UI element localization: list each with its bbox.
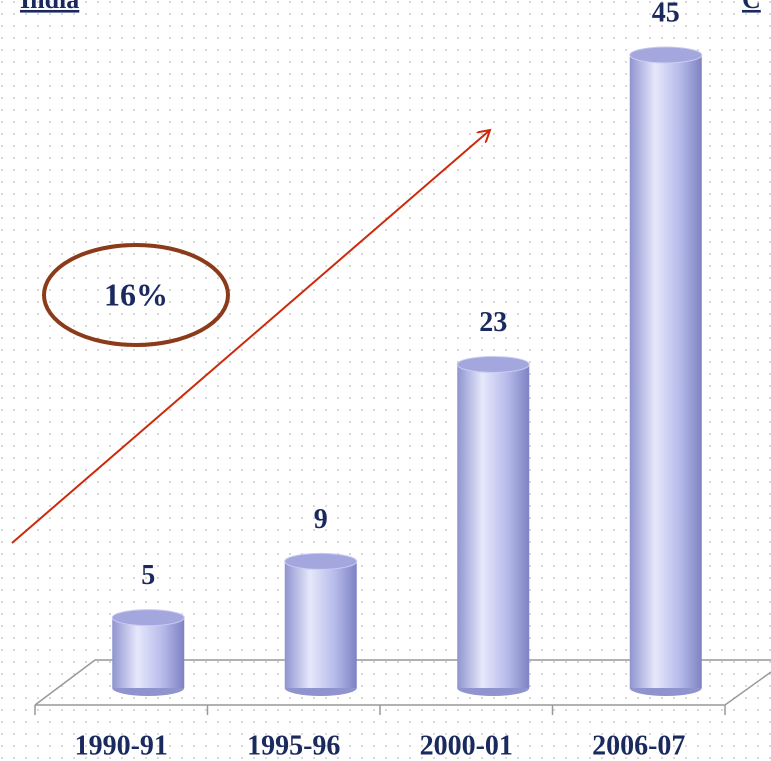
bar — [284, 561, 357, 688]
bar — [112, 617, 185, 688]
bar — [629, 55, 702, 688]
data-label: 45 — [652, 0, 680, 28]
cylinder-top — [456, 355, 530, 373]
trend-arrow — [11, 130, 490, 544]
cylinder-top — [111, 609, 185, 627]
x-tick-label: 1995-96 — [247, 730, 340, 761]
data-label: 23 — [479, 307, 507, 338]
x-tick-label: 2000-01 — [420, 730, 513, 761]
data-label: 9 — [314, 504, 328, 535]
cylinder-top — [284, 552, 358, 570]
data-label: 5 — [141, 560, 155, 591]
subtitle: C — [742, 0, 761, 14]
x-tick-label: 2006-07 — [592, 730, 685, 761]
x-tick-label: 1990-91 — [75, 730, 168, 761]
bar — [457, 364, 530, 688]
title: India — [20, 0, 79, 14]
annotation-ellipse — [42, 243, 230, 347]
cylinder-top — [629, 46, 703, 64]
annotation: 16% — [104, 276, 168, 312]
